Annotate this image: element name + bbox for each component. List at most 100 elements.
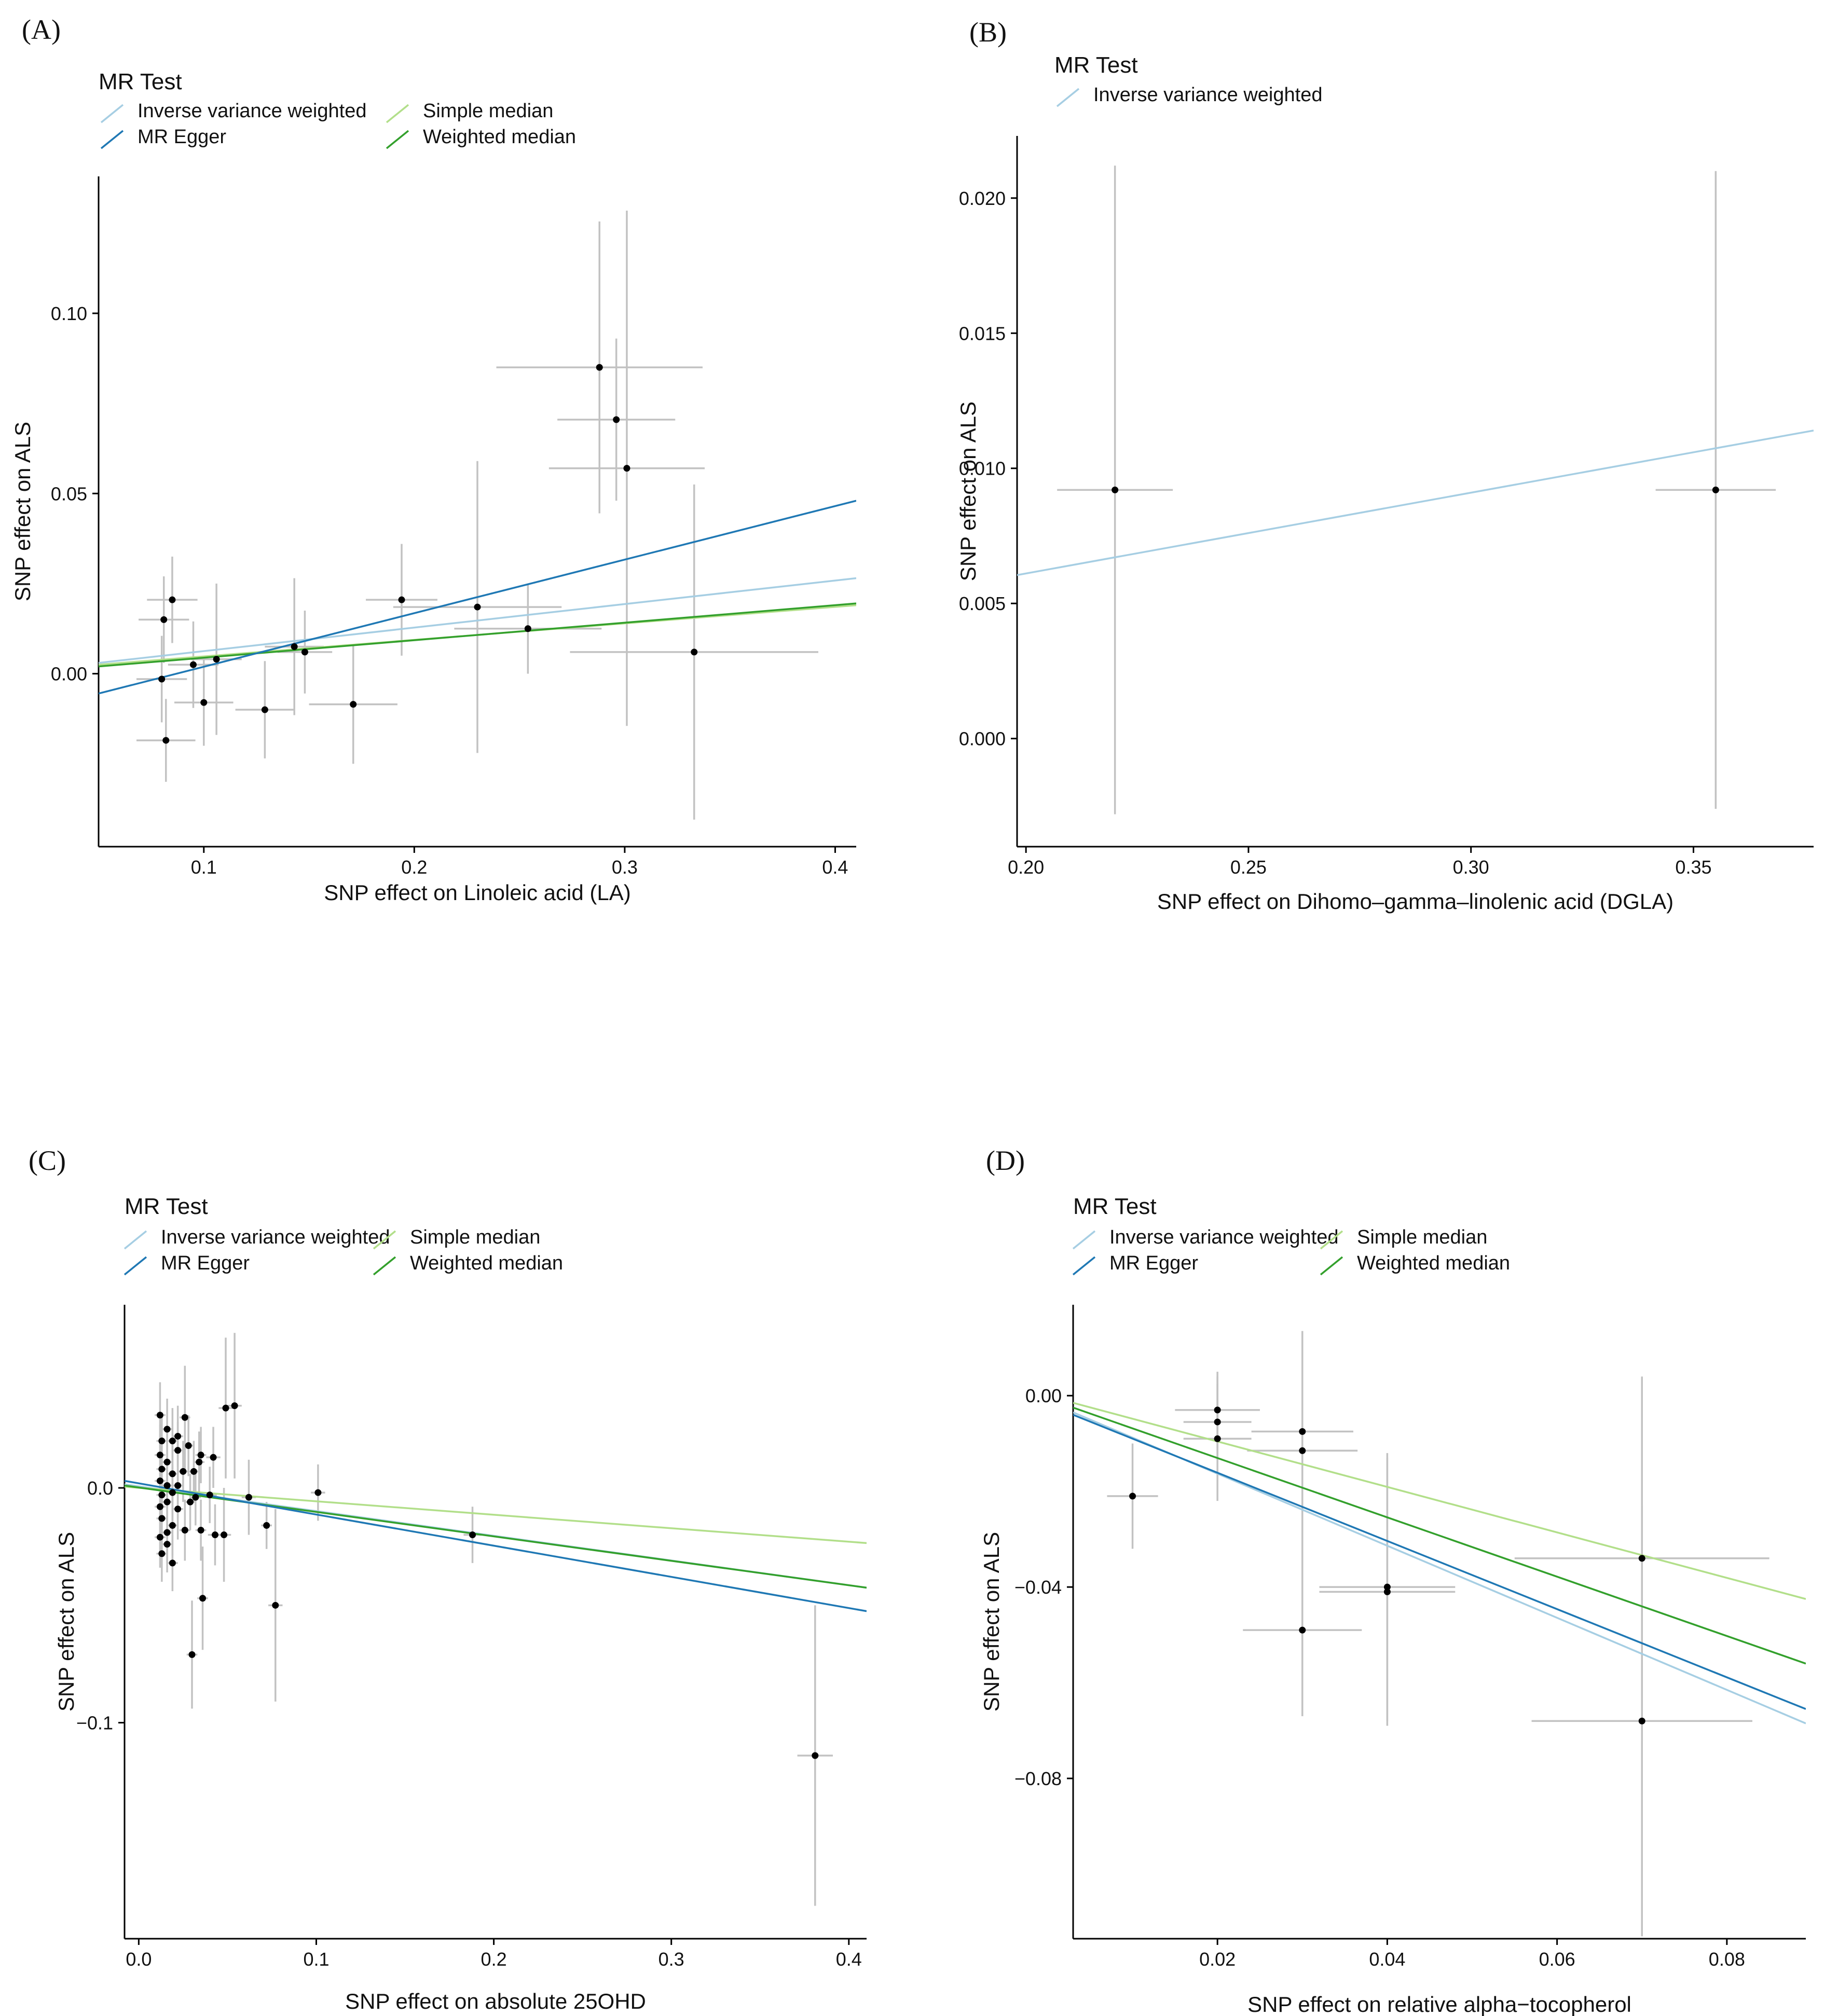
data-point — [350, 701, 357, 708]
x-axis-title: SNP effect on Dihomo–gamma–linolenic aci… — [1157, 889, 1674, 914]
x-tick-label: 0.2 — [401, 857, 427, 878]
x-tick-label: 0.30 — [1453, 857, 1489, 878]
y-tick-label: 0.020 — [959, 188, 1006, 209]
y-tick-label: 0.10 — [51, 303, 87, 324]
legend-label-weighted_median: Weighted median — [1357, 1252, 1510, 1274]
data-point — [187, 1498, 194, 1506]
data-point — [1712, 486, 1719, 493]
data-point — [691, 648, 698, 656]
data-point — [1299, 1428, 1306, 1435]
data-point — [524, 625, 531, 632]
panels: (A) MR Test Inverse variance weighted Simpl… — [10, 14, 1814, 2016]
y-tick-label: −0.1 — [76, 1713, 113, 1734]
data-point — [158, 1438, 166, 1445]
data-point — [222, 1404, 229, 1412]
x-tick-label: 0.1 — [303, 1949, 329, 1970]
data-point — [169, 1559, 176, 1567]
data-point — [174, 1447, 182, 1454]
y-tick-label: 0.00 — [1025, 1385, 1062, 1406]
legend-label-egger: MR Egger — [1109, 1252, 1198, 1274]
data-point — [169, 596, 176, 603]
data-point — [180, 1468, 187, 1475]
data-point — [163, 1529, 171, 1536]
data-point — [245, 1494, 252, 1501]
legend-label-egger: MR Egger — [138, 126, 226, 148]
panel-label: (D) — [986, 1145, 1025, 1176]
legend-key-simple_median — [373, 1230, 396, 1250]
legend-label-simple_median: Simple median — [410, 1226, 540, 1248]
x-tick-label: 0.25 — [1230, 857, 1267, 878]
data-point — [190, 1468, 197, 1475]
data-point — [200, 699, 208, 706]
x-tick-label: 0.4 — [836, 1949, 862, 1970]
data-point — [469, 1531, 476, 1539]
data-point — [156, 1412, 163, 1419]
x-tick-label: 0.3 — [612, 857, 638, 878]
data-point — [158, 1492, 166, 1499]
chart-panel-3: (C) MR Test Inverse variance weighted Simpl… — [29, 1145, 867, 2013]
plot-area — [1017, 165, 1814, 814]
data-point — [169, 1489, 176, 1496]
x-tick-label: 0.02 — [1199, 1949, 1236, 1970]
legend-label-ivw: Inverse variance weighted — [138, 100, 366, 122]
regression-line-egger — [1073, 1414, 1806, 1710]
data-point — [158, 1550, 166, 1557]
chart-panel-4: (D) MR Test Inverse variance weighted Simpl… — [979, 1145, 1806, 2016]
data-point — [210, 1454, 217, 1461]
regression-line-egger — [125, 1480, 867, 1612]
legend-key-simple_median — [386, 104, 409, 123]
legend-key-ivw — [100, 104, 124, 123]
data-point — [197, 1452, 204, 1459]
regression-line-ivw — [99, 577, 856, 664]
legend-key-weighted_median — [1320, 1256, 1343, 1276]
data-point — [301, 648, 308, 656]
data-point — [156, 1503, 163, 1510]
x-tick-label: 0.0 — [126, 1949, 152, 1970]
data-point — [163, 1458, 171, 1466]
data-point — [174, 1432, 182, 1440]
legend-key-simple_median — [1320, 1230, 1343, 1250]
data-point — [623, 465, 630, 472]
x-tick-label: 0.2 — [481, 1949, 507, 1970]
regression-line-weighted_median — [99, 602, 856, 668]
legend-title: MR Test — [125, 1194, 208, 1219]
panel-label: (C) — [29, 1145, 66, 1176]
data-point — [1638, 1717, 1645, 1724]
data-point — [1299, 1447, 1306, 1454]
x-tick-label: 0.4 — [822, 857, 848, 878]
data-point — [398, 596, 405, 603]
y-tick-label: 0.000 — [959, 728, 1006, 750]
x-tick-label: 0.35 — [1675, 857, 1711, 878]
data-point — [163, 1541, 171, 1548]
legend-key-egger — [100, 130, 124, 149]
legend-label-weighted_median: Weighted median — [423, 126, 576, 148]
data-point — [197, 1526, 204, 1534]
data-point — [1638, 1555, 1645, 1562]
chart-panel-2: (B) MR Test Inverse variance weighted 0.20 0… — [956, 17, 1814, 914]
data-point — [211, 1531, 218, 1539]
x-tick-label: 0.1 — [191, 857, 217, 878]
data-point — [174, 1482, 182, 1489]
data-point — [1214, 1418, 1221, 1426]
y-tick-label: 0.010 — [959, 458, 1006, 479]
data-point — [213, 656, 220, 663]
legend-title: MR Test — [99, 69, 182, 94]
data-point — [160, 616, 168, 623]
data-point — [192, 1494, 199, 1501]
data-point — [158, 1515, 166, 1522]
regression-line-egger — [99, 500, 856, 695]
legend-key-ivw — [1056, 88, 1080, 107]
legend-key-egger — [1072, 1256, 1096, 1276]
data-point — [169, 1438, 176, 1445]
legend-key-weighted_median — [373, 1256, 396, 1276]
data-point — [1383, 1588, 1391, 1595]
data-point — [156, 1452, 163, 1459]
legend-title: MR Test — [1054, 52, 1138, 78]
data-point — [596, 364, 603, 371]
data-point — [1112, 486, 1119, 493]
data-point — [190, 661, 197, 668]
data-point — [221, 1531, 228, 1539]
x-tick-label: 0.3 — [659, 1949, 684, 1970]
legend-key-weighted_median — [386, 130, 409, 149]
legend-key-ivw — [1072, 1230, 1096, 1250]
